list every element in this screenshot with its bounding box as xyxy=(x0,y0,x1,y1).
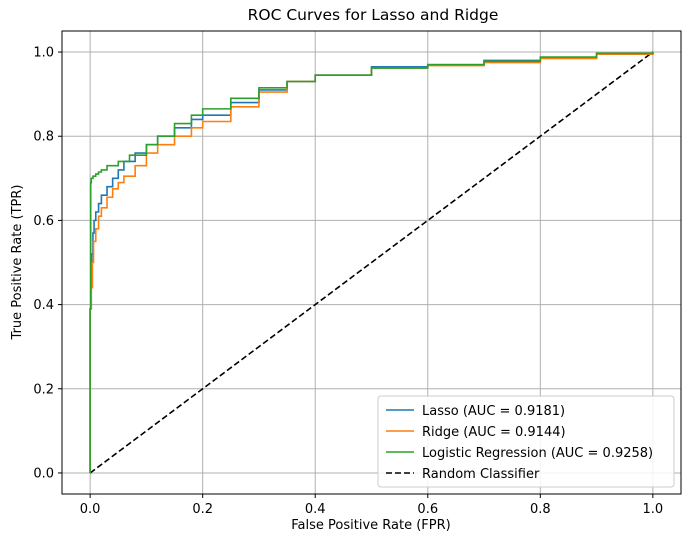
legend-label: Random Classifier xyxy=(422,467,540,482)
y-tick-label: 0.2 xyxy=(33,382,54,397)
x-tick-label: 0.8 xyxy=(530,502,551,517)
chart-title: ROC Curves for Lasso and Ridge xyxy=(248,6,499,24)
x-tick-label: 0.0 xyxy=(80,502,101,517)
x-tick-label: 1.0 xyxy=(643,502,664,517)
plot-frame xyxy=(61,30,682,495)
series-line-2 xyxy=(89,52,654,473)
y-axis-label: True Positive Rate (TPR) xyxy=(10,185,25,341)
x-tick-label: 0.2 xyxy=(192,502,213,517)
legend-label: Ridge (AUC = 0.9144) xyxy=(422,425,566,440)
axis-ticks: 0.0 0.2 0.4 0.6 0.8 1.0 0.0 0.2 0.4 0.6 0.8 1.0 xyxy=(33,46,663,517)
y-tick-label: 0.6 xyxy=(33,214,54,229)
y-tick-label: 1.0 xyxy=(33,46,54,61)
series-line-3 xyxy=(89,51,654,474)
y-tick-label: 0.4 xyxy=(33,298,54,313)
legend: Lasso (AUC = 0.9181) Ridge (AUC = 0.9144)… xyxy=(377,395,675,488)
x-tick-label: 0.6 xyxy=(417,502,438,517)
series-lines xyxy=(89,51,654,474)
y-tick-label: 0.0 xyxy=(33,466,54,481)
x-axis-label: False Positive Rate (FPR) xyxy=(291,518,450,533)
legend-label: Logistic Regression (AUC = 0.9258) xyxy=(422,446,653,461)
y-tick-label: 0.8 xyxy=(33,130,54,145)
x-tick-label: 0.4 xyxy=(305,502,326,517)
legend-box xyxy=(377,395,675,488)
legend-label: Lasso (AUC = 0.9181) xyxy=(422,404,565,419)
